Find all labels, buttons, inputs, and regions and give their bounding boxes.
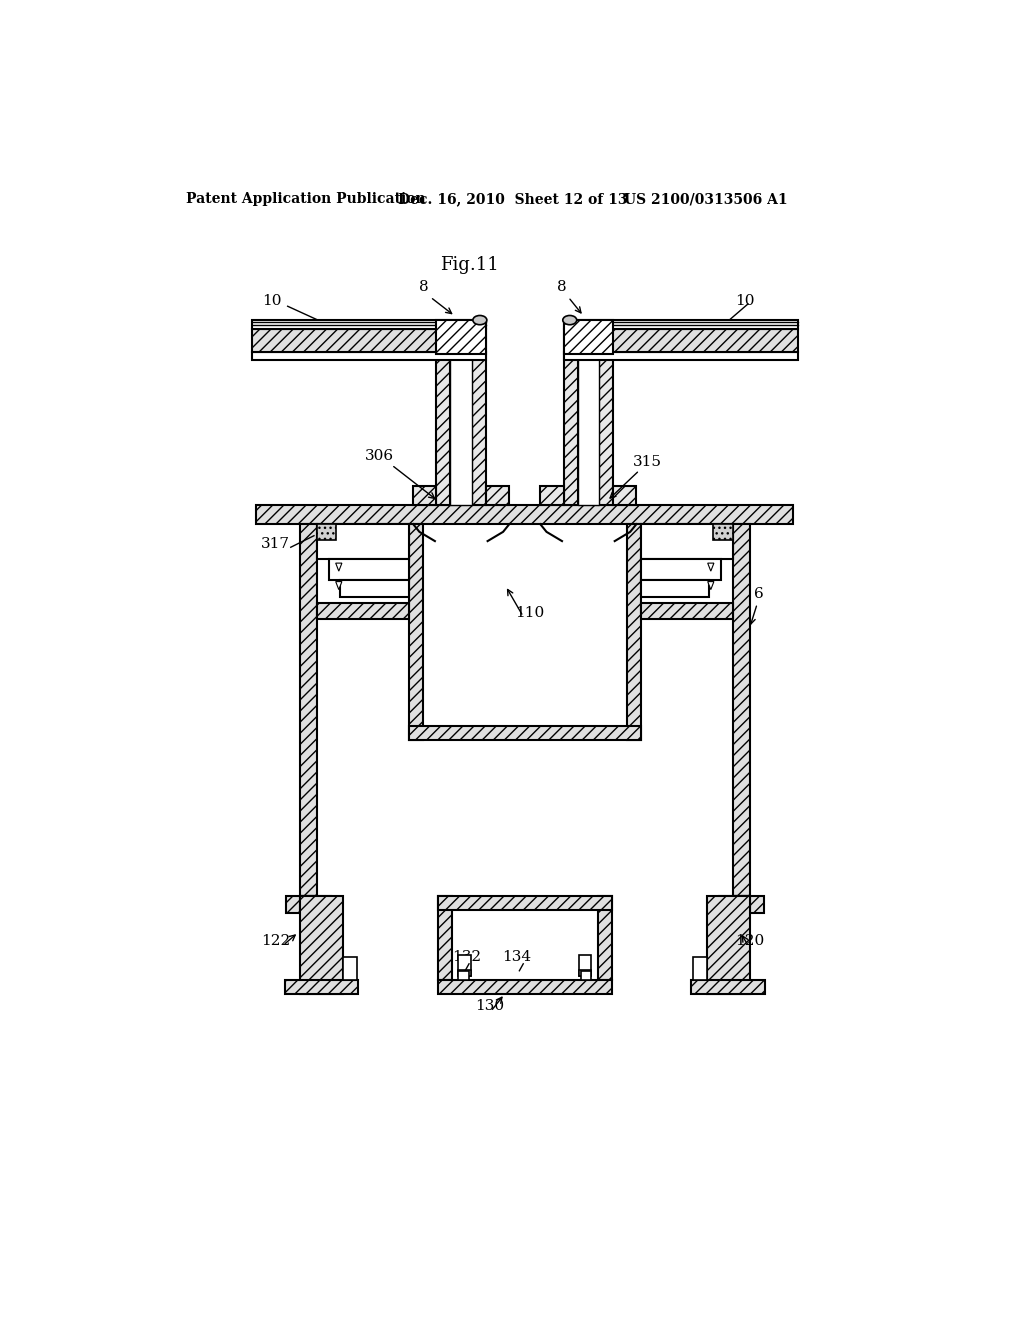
Text: Patent Application Publication: Patent Application Publication xyxy=(186,193,426,206)
Bar xyxy=(252,330,486,352)
Bar xyxy=(581,970,592,979)
Text: 110: 110 xyxy=(515,606,545,620)
Bar xyxy=(732,896,750,913)
Bar xyxy=(486,486,509,506)
Bar xyxy=(641,558,721,581)
Bar xyxy=(317,524,337,540)
Bar xyxy=(541,486,563,506)
Bar xyxy=(340,581,409,598)
Bar xyxy=(472,354,486,506)
Bar xyxy=(579,954,592,977)
Ellipse shape xyxy=(563,315,577,325)
Bar xyxy=(458,970,471,977)
Text: Fig.11: Fig.11 xyxy=(439,256,499,275)
Bar xyxy=(300,896,343,994)
Text: 10: 10 xyxy=(735,294,755,308)
Ellipse shape xyxy=(473,315,486,325)
Bar xyxy=(719,896,764,913)
Bar xyxy=(458,970,469,979)
Text: Dec. 16, 2010  Sheet 12 of 13: Dec. 16, 2010 Sheet 12 of 13 xyxy=(397,193,627,206)
Bar xyxy=(438,896,452,979)
Bar xyxy=(627,524,641,739)
Text: 306: 306 xyxy=(365,449,393,462)
Bar xyxy=(438,896,611,909)
Bar xyxy=(613,486,636,506)
Text: 122: 122 xyxy=(261,933,291,948)
Bar xyxy=(451,354,472,506)
Bar xyxy=(436,354,451,506)
Bar xyxy=(285,979,358,994)
Bar xyxy=(409,726,641,739)
Polygon shape xyxy=(336,564,342,572)
Text: 10: 10 xyxy=(262,294,282,308)
Text: 134: 134 xyxy=(503,950,531,964)
Bar xyxy=(563,354,578,506)
Bar xyxy=(438,979,611,994)
Bar xyxy=(286,896,331,913)
Bar xyxy=(300,896,317,913)
Bar xyxy=(713,524,732,540)
Bar xyxy=(458,954,471,977)
Bar xyxy=(641,603,732,619)
Bar xyxy=(598,896,611,979)
Bar xyxy=(578,354,599,506)
Bar xyxy=(317,524,409,558)
Bar xyxy=(409,524,423,739)
Bar xyxy=(707,896,750,994)
Text: 315: 315 xyxy=(633,454,663,469)
Bar xyxy=(563,321,798,330)
Bar xyxy=(343,957,356,979)
Bar xyxy=(252,352,486,360)
Text: 8: 8 xyxy=(419,280,428,294)
Bar xyxy=(641,524,732,558)
Bar xyxy=(579,970,592,977)
Text: 130: 130 xyxy=(475,999,505,1014)
Bar xyxy=(436,321,486,354)
Text: 6: 6 xyxy=(755,587,764,601)
Bar xyxy=(300,524,317,896)
Bar xyxy=(256,506,793,524)
Polygon shape xyxy=(336,582,342,590)
Bar xyxy=(252,321,486,330)
Polygon shape xyxy=(708,582,714,590)
Bar xyxy=(317,603,409,619)
Bar xyxy=(691,979,765,994)
Polygon shape xyxy=(708,564,714,572)
Bar xyxy=(599,354,613,506)
Bar xyxy=(641,581,710,598)
Bar xyxy=(732,524,750,896)
Text: 8: 8 xyxy=(557,280,567,294)
Bar xyxy=(693,957,707,979)
Bar xyxy=(414,486,436,506)
Text: US 2100/0313506 A1: US 2100/0313506 A1 xyxy=(624,193,787,206)
Text: 317: 317 xyxy=(261,537,290,552)
Bar xyxy=(563,321,613,354)
Bar xyxy=(563,352,798,360)
Bar xyxy=(329,558,409,581)
Text: 132: 132 xyxy=(452,950,481,964)
Bar xyxy=(563,330,798,352)
Text: 120: 120 xyxy=(735,933,765,948)
